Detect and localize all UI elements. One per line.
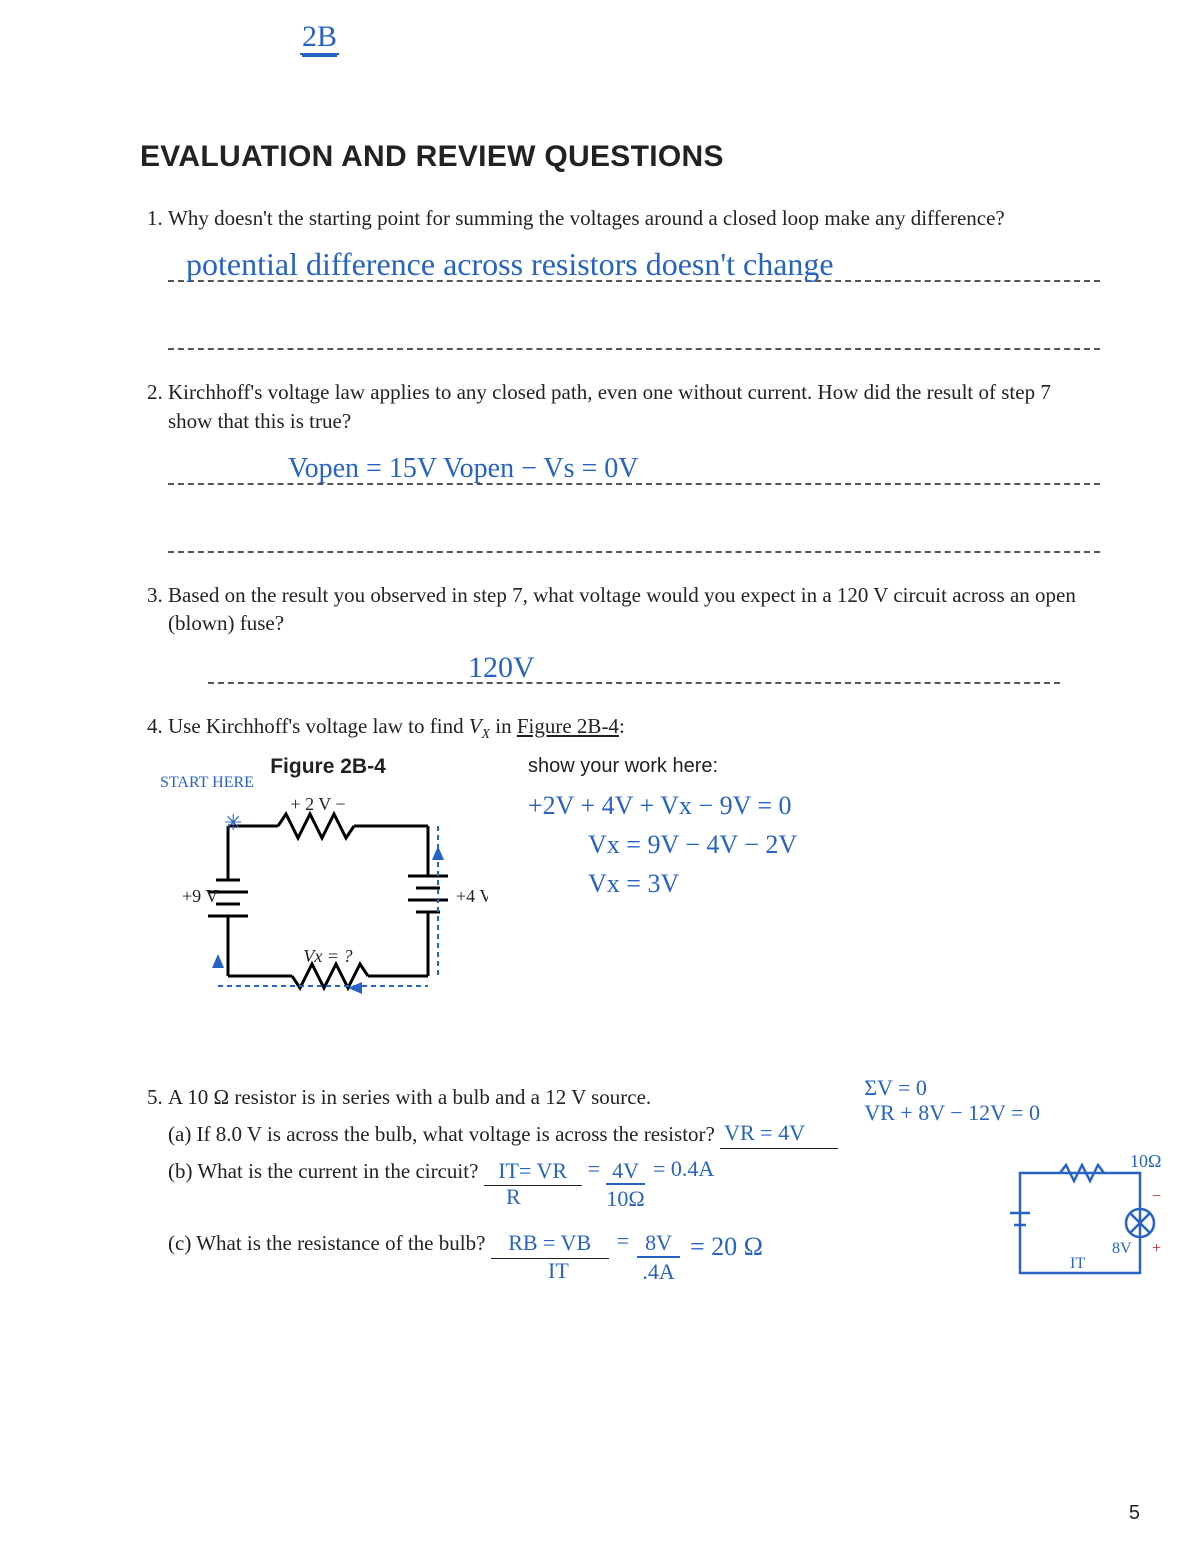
q5a: (a) If 8.0 V is across the bulb, what vo… xyxy=(168,1119,1100,1148)
svg-text:−: − xyxy=(1152,1188,1161,1205)
q4-text-prefix: Use Kirchhoff's voltage law to find xyxy=(168,714,469,738)
svg-text:+: + xyxy=(1152,1240,1161,1257)
q1-answer-1: potential difference across resistors do… xyxy=(168,247,1100,282)
header-tag: 2B xyxy=(300,20,339,55)
question-3: Based on the result you observed in step… xyxy=(168,581,1100,684)
mini-bulb-v: 8V xyxy=(1112,1240,1132,1257)
q1-text: Why doesn't the starting point for summi… xyxy=(168,206,1005,230)
q2-text: Kirchhoff's voltage law applies to any c… xyxy=(168,380,1051,432)
q4-var-sub: X xyxy=(482,726,490,741)
q4-var: V xyxy=(469,714,482,738)
circuit-left-voltage: +9 V xyxy=(182,886,218,906)
q5-mini-circuit: 12V 10Ω 8V IT + − xyxy=(1000,1153,1170,1300)
question-4: Use Kirchhoff's voltage law to find VX i… xyxy=(168,712,1100,1033)
q4-work-line-2: Vx = 9V − 4V − 2V xyxy=(528,825,1100,864)
circuit-svg: + 2 V − +9 V +4 V Vx = ? ✳ xyxy=(168,786,488,1026)
q5b-text: (b) What is the current in the circuit? xyxy=(168,1157,478,1185)
page-number: 5 xyxy=(1129,1502,1140,1525)
q4-work-area: show your work here: +2V + 4V + Vx − 9V … xyxy=(528,753,1100,903)
mini-current: IT xyxy=(1070,1255,1085,1272)
start-here-annotation: START HERE xyxy=(160,775,254,791)
q1-answer-line-2 xyxy=(168,308,1100,350)
q5c-text: (c) What is the resistance of the bulb? xyxy=(168,1229,485,1257)
q4-fig-ref: Figure 2B-4 xyxy=(517,714,619,738)
q5b-result: = 0.4A xyxy=(645,1157,714,1181)
q5-side-eq: ΣV = 0 VR + 8V − 12V = 0 xyxy=(864,1075,1040,1126)
page-title: EVALUATION AND REVIEW QUESTIONS xyxy=(140,140,1100,174)
q2-answer-line-2 xyxy=(168,511,1100,553)
q5b-num1: IT= VR xyxy=(498,1158,567,1183)
q5-side-eq-1: ΣV = 0 xyxy=(864,1075,1040,1100)
circuit-bottom-voltage: Vx = ? xyxy=(303,946,352,966)
q5b-den1: R xyxy=(506,1185,521,1209)
question-2: Kirchhoff's voltage law applies to any c… xyxy=(168,378,1100,553)
circuit-right-voltage: +4 V xyxy=(456,886,488,906)
q5b-num2: 4V xyxy=(606,1159,645,1185)
q5b: (b) What is the current in the circuit? … xyxy=(168,1157,1100,1214)
question-1: Why doesn't the starting point for summi… xyxy=(168,204,1100,350)
q4-work-line-1: +2V + 4V + Vx − 9V = 0 xyxy=(528,786,1100,825)
q3-answer: 120V xyxy=(208,651,1060,684)
q2-answer-1: Vopen = 15V Vopen − Vs = 0V xyxy=(168,454,1100,485)
q4-text-suffix: in xyxy=(490,714,517,738)
question-5: A 10 Ω resistor is in series with a bulb… xyxy=(168,1083,1100,1286)
q5b-den2: 10Ω xyxy=(606,1186,644,1211)
q5-text: A 10 Ω resistor is in series with a bulb… xyxy=(168,1085,651,1109)
circuit-top-voltage: + 2 V − xyxy=(290,794,345,814)
svg-text:✳: ✳ xyxy=(224,810,242,835)
q4-colon: : xyxy=(619,714,625,738)
q5c-num2: 8V xyxy=(637,1231,680,1257)
q5c: (c) What is the resistance of the bulb? … xyxy=(168,1229,1100,1286)
mini-resistor: 10Ω xyxy=(1130,1153,1161,1171)
q4-work-line-3: Vx = 3V xyxy=(528,864,1100,903)
q2-answer-line-1: Vopen = 15V Vopen − Vs = 0V xyxy=(168,443,1100,485)
q3-text: Based on the result you observed in step… xyxy=(168,583,1076,635)
q5c-den2: .4A xyxy=(642,1259,674,1284)
q5c-den1: IT xyxy=(548,1259,569,1283)
q5a-text: (a) If 8.0 V is across the bulb, what vo… xyxy=(168,1122,715,1146)
q5a-answer: VR = 4V xyxy=(724,1120,805,1145)
q5c-num1: RB = VB xyxy=(508,1230,591,1255)
q1-answer-line-1: potential difference across resistors do… xyxy=(168,240,1100,282)
figure-2b-4: Figure 2B-4 START HERE xyxy=(168,753,488,1033)
q5c-result: = 20 Ω xyxy=(680,1229,763,1264)
q3-answer-line: 120V xyxy=(208,642,1060,684)
show-work-label: show your work here: xyxy=(528,753,1100,780)
